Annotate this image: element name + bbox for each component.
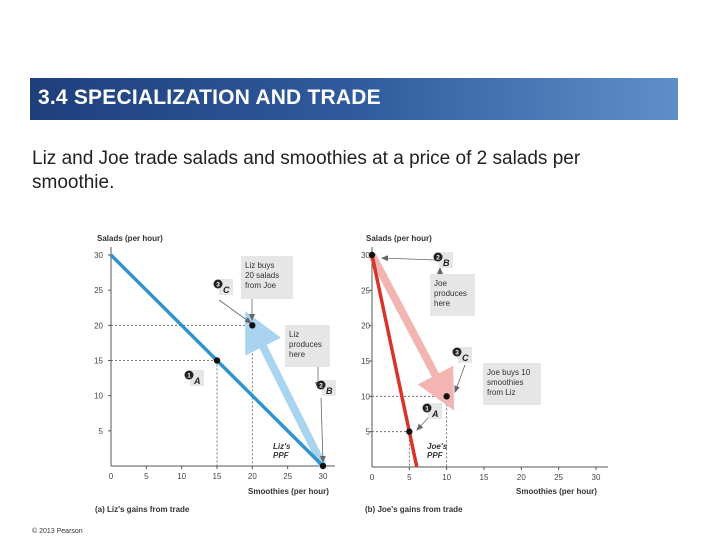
pointer-line	[416, 417, 429, 431]
badge-number-circle	[433, 252, 443, 262]
chart-caption: (b) Joe's gains from trade	[365, 505, 463, 514]
ppf-label: Joe's PPF	[427, 442, 448, 460]
badge-box	[190, 370, 204, 386]
data-point-b	[319, 462, 327, 470]
badge-box	[439, 252, 453, 268]
badge-box	[322, 380, 336, 396]
x-axis-label: Smoothies (per hour)	[248, 487, 329, 496]
x-tick-label: 5	[144, 472, 149, 481]
badge-number-circle	[422, 403, 432, 413]
annotation-pointer	[454, 364, 466, 393]
badge-box	[428, 403, 442, 419]
x-tick-label: 5	[407, 473, 412, 482]
data-point-a	[213, 357, 221, 364]
data-point-c	[443, 393, 450, 400]
badge-number: 2	[319, 383, 323, 390]
x-tick-label: 20	[248, 472, 257, 481]
chart-panel-left: 5 10 15 20 25 30 0 5 10 15 20 25 30 Salads (per hour)…	[94, 234, 336, 514]
y-tick-label: 10	[94, 392, 103, 401]
title-bar: 3.4 SPECIALIZATION AND TRADE	[30, 78, 678, 120]
annotation-box	[430, 274, 475, 316]
y-tick-label: 5	[366, 428, 371, 437]
data-point-c	[249, 322, 256, 329]
point-label: C	[462, 353, 469, 363]
annotation-box	[241, 256, 293, 299]
y-tick-label: 25	[94, 286, 103, 295]
point-label: A	[431, 409, 439, 419]
slide-title: 3.4 SPECIALIZATION AND TRADE	[38, 86, 381, 109]
x-tick-label: 0	[370, 473, 375, 482]
annotation-text: Joe buys 10 smoothies from Liz	[487, 368, 531, 397]
y-tick-label: 15	[361, 357, 370, 366]
point-label: C	[223, 285, 230, 295]
x-tick-label: 30	[592, 473, 601, 482]
x-tick-label: 0	[109, 472, 114, 481]
pointer-line	[218, 299, 252, 324]
y-tick-label: 30	[94, 251, 103, 260]
badge-number-circle	[316, 380, 326, 390]
y-tick-label: 30	[361, 251, 370, 260]
y-tick-label: 20	[361, 322, 370, 331]
x-tick-label: 15	[480, 473, 489, 482]
annotation-text: Joe produces here	[434, 279, 467, 308]
x-tick-label: 15	[213, 472, 222, 481]
slide-subtitle: Liz and Joe trade salads and smoothies a…	[32, 148, 581, 193]
trade-arrow	[368, 253, 455, 411]
y-tick-label: 5	[99, 427, 104, 436]
badge-number-circle	[213, 279, 223, 289]
point-label: B	[326, 386, 333, 396]
annotation-text: Liz buys 20 salads from Joe	[245, 261, 279, 290]
chart-panel-right: 5 10 15 20 25 30 0 5 10 15 20 25 30 Salads (per hour)…	[361, 234, 608, 514]
trade-arrow	[245, 311, 327, 468]
y-tick-label: 10	[361, 392, 370, 401]
ppf-label: Liz's PPF	[273, 442, 291, 460]
x-tick-label: 20	[517, 473, 526, 482]
data-point-b	[368, 251, 376, 259]
x-tick-label: 25	[283, 472, 292, 481]
badge-number: 1	[425, 406, 429, 413]
x-axis-label: Smoothies (per hour)	[516, 487, 597, 496]
chart-caption: (a) Liz's gains from trade	[95, 505, 190, 514]
x-tick-label: 25	[554, 473, 563, 482]
badge-number-circle	[184, 370, 194, 380]
point-label: A	[193, 376, 201, 386]
annotation-box	[285, 325, 330, 367]
y-tick-label: 15	[94, 357, 103, 366]
data-point-a	[406, 428, 413, 435]
copyright-notice: © 2013 Pearson	[32, 528, 83, 535]
ppf-line	[370, 254, 419, 468]
annotation-text: Liz produces here	[289, 330, 322, 359]
x-tick-label: 10	[442, 473, 451, 482]
x-tick-label: 30	[319, 472, 328, 481]
badge-box	[219, 279, 233, 295]
badge-box	[458, 347, 472, 363]
badge-number: 3	[455, 350, 459, 357]
pointer-line	[319, 397, 326, 463]
badge-number: 3	[216, 282, 220, 289]
point-label: B	[443, 258, 450, 268]
x-tick-label: 10	[177, 472, 186, 481]
badge-number: 1	[187, 373, 191, 380]
pointer-line	[381, 255, 437, 262]
badge-number-circle	[452, 347, 462, 357]
annotation-box	[483, 363, 541, 405]
y-axis-label: Salads (per hour)	[97, 234, 163, 243]
y-tick-label: 20	[94, 321, 103, 330]
y-axis-label: Salads (per hour)	[366, 234, 432, 243]
y-tick-label: 25	[361, 286, 370, 295]
badge-number: 2	[436, 255, 440, 262]
